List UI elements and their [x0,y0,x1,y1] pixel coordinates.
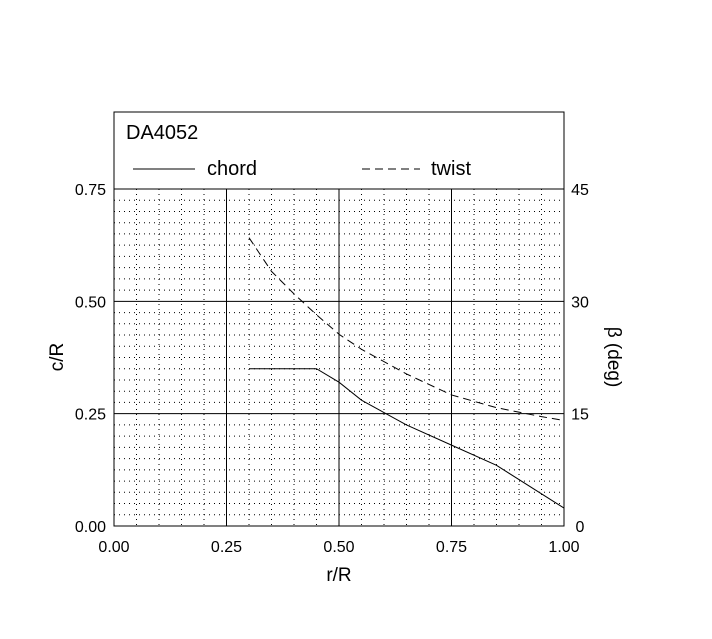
x-tick-label: 1.00 [548,539,579,556]
y-right-axis-title: β (deg) [603,327,624,388]
major-grid [114,189,564,526]
y-right-tick-label: 0 [576,519,585,536]
y-left-tick-label: 0.75 [75,182,106,199]
x-tick-label: 0.25 [211,539,242,556]
y-left-tick-label: 0.25 [75,407,106,424]
y-right-tick-label: 30 [571,294,589,311]
y-left-tick-label: 0.00 [75,519,106,536]
legend-chord-label: chord [207,158,257,180]
plot-frame [113,188,565,527]
series-twist-line [248,237,565,421]
x-tick-label: 0.50 [323,539,354,556]
legend-twist-label: twist [431,158,471,180]
x-tick-label: 0.75 [436,539,467,556]
y-left-axis-title: c/R [47,343,68,372]
y-right-tick-label: 45 [571,182,589,199]
chart-title: DA4052 [126,122,198,144]
series-chord-line [249,368,565,509]
y-left-tick-label: 0.50 [75,294,106,311]
y-right-tick-label: 15 [571,407,589,424]
series-layer [248,237,565,509]
x-tick-label: 0.00 [98,539,129,556]
x-axis-title: r/R [326,565,351,586]
